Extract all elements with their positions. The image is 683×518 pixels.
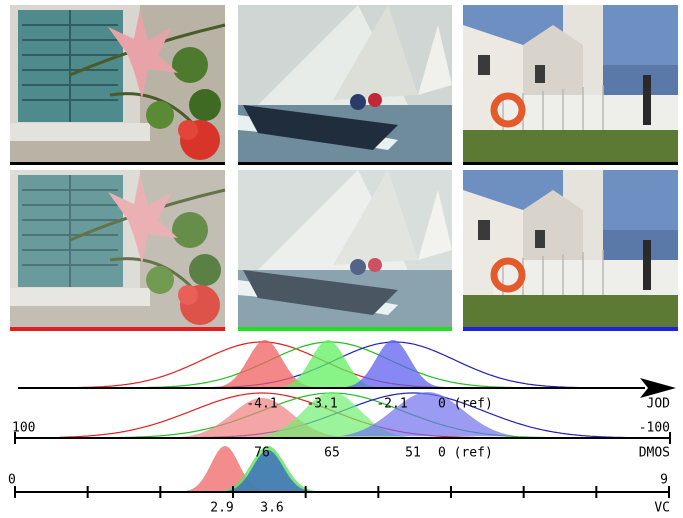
tick-label: -4.1 xyxy=(246,397,277,412)
photo xyxy=(238,170,452,330)
photo xyxy=(8,3,227,167)
photo xyxy=(238,5,452,165)
vc-axis: 0 9 2.9 3.6 VC xyxy=(8,473,670,516)
tick-label: 3.6 xyxy=(260,501,283,516)
underline xyxy=(238,162,452,165)
tick-label: -3.1 xyxy=(306,397,337,412)
underline xyxy=(238,327,452,331)
filled-distribution xyxy=(268,340,388,388)
end-label: -100 xyxy=(639,421,670,436)
end-label: 100 xyxy=(12,421,35,436)
underline xyxy=(463,327,678,331)
original-images xyxy=(8,3,678,167)
underline xyxy=(463,162,678,165)
tick-label: 76 xyxy=(254,446,270,461)
dmos-axis: 100 -100 76 65 51 0 (ref) DMOS xyxy=(12,421,671,461)
tick-label: 0 (ref) xyxy=(438,446,493,461)
tick-label: 2.9 xyxy=(210,501,233,516)
jod-axis: -4.1 -3.1 -2.1 0 (ref) JOD xyxy=(18,378,676,412)
filled-distribution xyxy=(165,446,285,492)
end-label: 0 xyxy=(8,473,16,488)
tick-label: 51 xyxy=(405,446,421,461)
distorted-images xyxy=(8,168,678,332)
tick-label: 0 (ref) xyxy=(438,397,493,412)
underline xyxy=(10,162,225,165)
photo xyxy=(463,170,678,330)
filled-distribution xyxy=(333,340,453,388)
distributions xyxy=(20,340,640,492)
filled-distribution xyxy=(208,450,328,492)
filled-distribution xyxy=(338,392,518,437)
underline xyxy=(10,327,225,331)
end-label: 9 xyxy=(660,473,668,488)
tick-label: -2.1 xyxy=(376,397,407,412)
tick-label: 65 xyxy=(324,446,340,461)
axis-name: JOD xyxy=(647,397,671,412)
axis-name: VC xyxy=(654,501,670,516)
axis-name: DMOS xyxy=(639,446,670,461)
photo xyxy=(463,5,678,165)
photo xyxy=(8,168,227,332)
filled-distribution xyxy=(205,340,325,388)
